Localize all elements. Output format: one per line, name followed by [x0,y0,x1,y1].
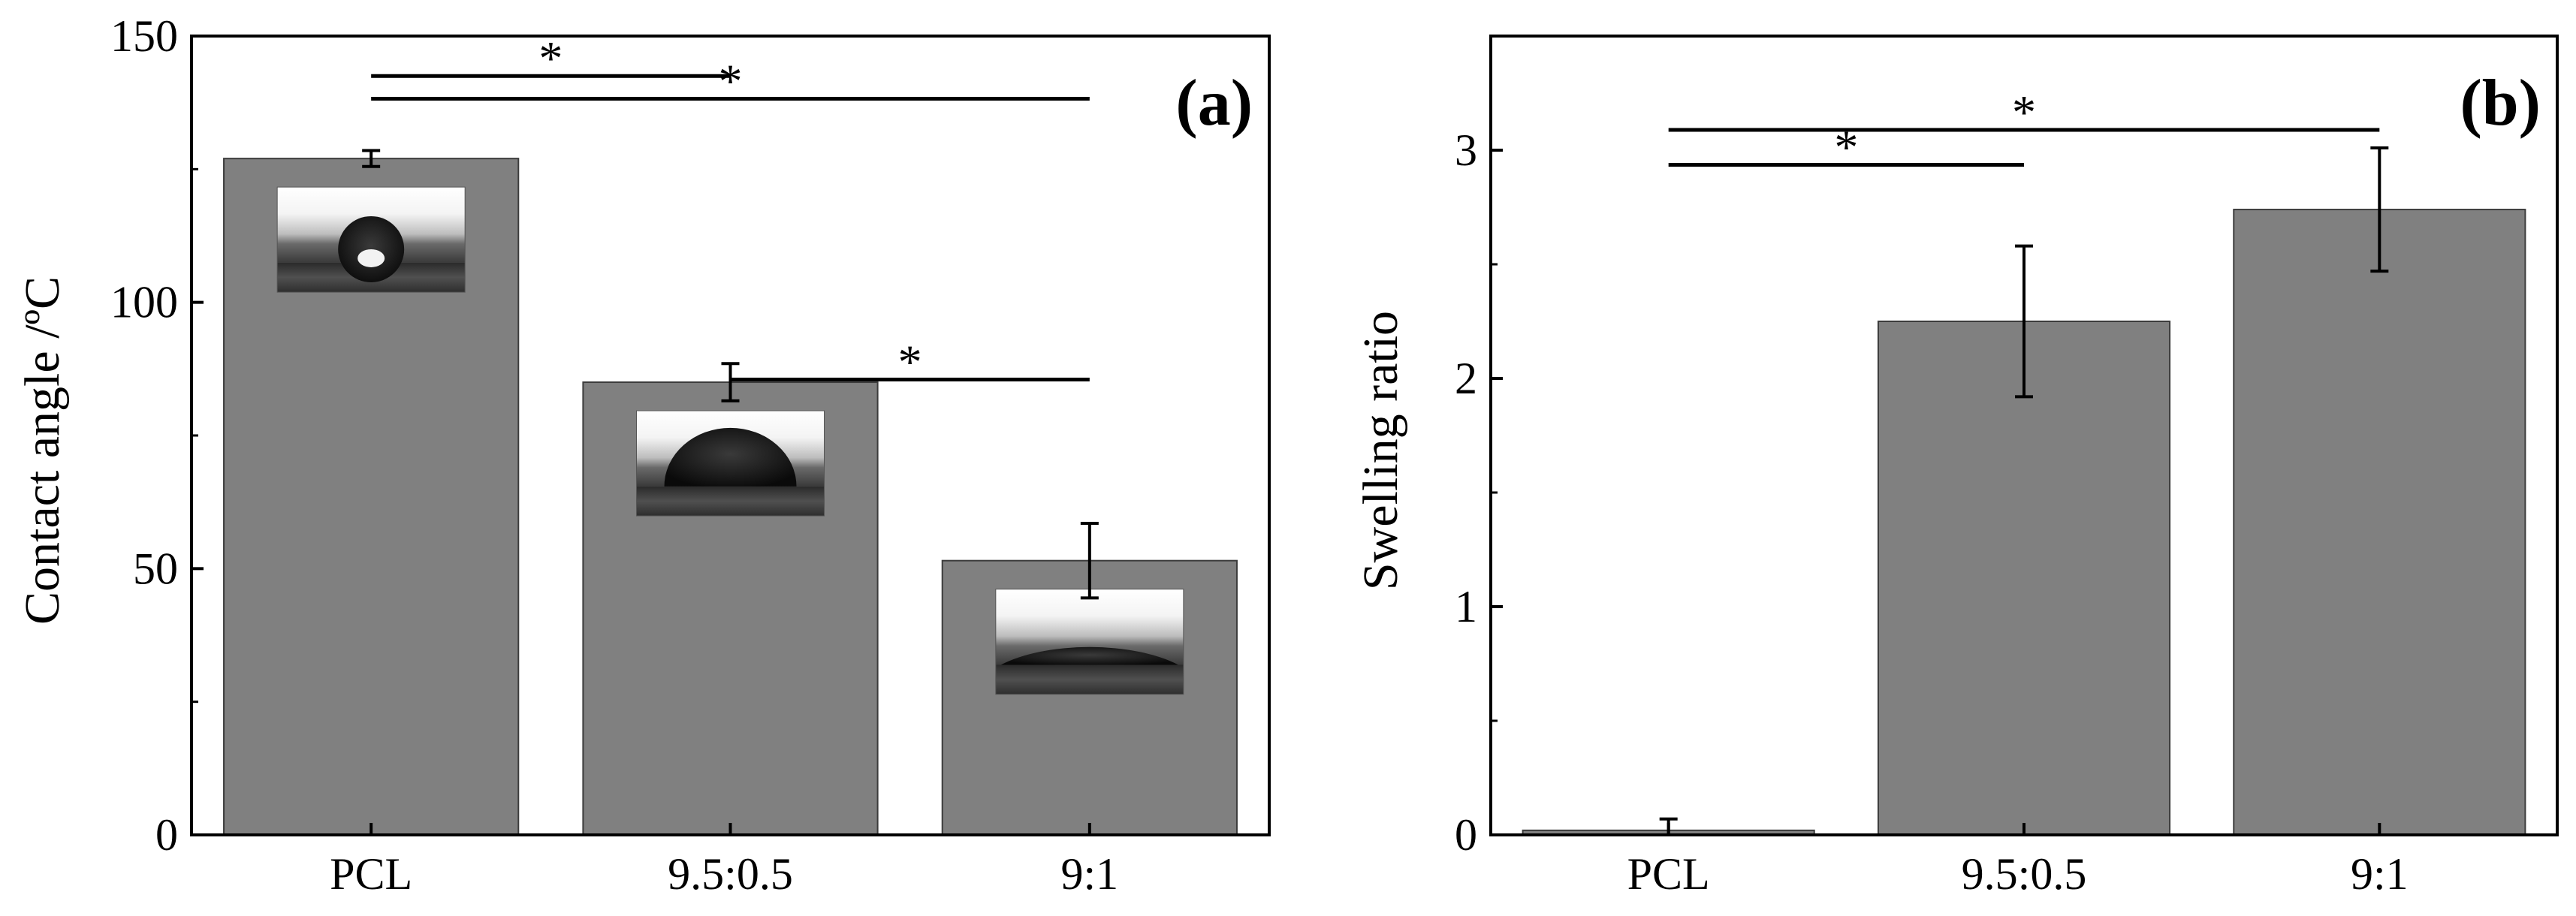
bar-2 [2233,209,2526,836]
plot-frame [1489,35,2559,836]
x-tick-label: 9.5:0.5 [668,849,793,899]
y-tick-label: 0 [155,810,178,860]
swelling-ratio-chart: Swelling ratio 0 1 2 3 ** PCL 9.5:0.5 9:1 (b) [1353,35,2559,899]
error-bar-0 [362,149,381,168]
error-bar-1 [2015,244,2033,399]
error-bars [1659,146,2389,836]
bars [1522,209,2526,836]
contact-angle-droplet-image [276,186,466,293]
significance-star: * [898,336,922,389]
x-axis-ticks: PCL 9.5:0.5 9:1 [1627,823,2409,899]
significance-star: * [2012,86,2036,139]
panel-label: (b) [2460,67,2541,140]
error-bar-1 [721,362,740,402]
x-tick-label: PCL [330,849,412,899]
y-tick-label: 1 [1455,582,1477,631]
significance-star: * [719,55,743,108]
y-tick-label: 100 [110,278,178,327]
y-axis-title: Contact angle /ºC [15,276,70,625]
y-axis-ticks: 0 50 100 150 [110,11,204,860]
y-tick-label: 2 [1455,354,1477,403]
contact-angle-chart: Contact angle /ºC 0 50 100 150 * * * PCL 9.5:0… [15,11,1271,899]
plot-frame [190,35,1271,836]
x-tick-label: 9:1 [2351,849,2409,899]
significance-brackets: * * * [371,32,1090,389]
y-tick-label: 3 [1455,125,1477,175]
y-axis-ticks: 0 1 2 3 [1455,35,1503,860]
x-axis-ticks: PCL 9.5:0.5 9:1 [330,823,1118,899]
significance-brackets: ** [1668,86,2380,173]
x-tick-label: 9:1 [1060,849,1118,899]
panel-label: (a) [1175,67,1253,140]
error-bars [362,149,1099,600]
significance-star: * [538,32,563,85]
error-bar-2 [2370,146,2389,273]
droplet-insets [276,186,1184,695]
y-tick-label: 50 [133,544,178,593]
x-tick-label: 9.5:0.5 [1962,849,2087,899]
bar-1 [1877,321,2171,836]
y-axis-title: Swelling ratio [1353,311,1408,590]
y-tick-label: 0 [1455,810,1477,860]
contact-angle-droplet-image [636,410,825,517]
x-tick-label: PCL [1627,849,1710,899]
contact-angle-droplet-image [995,589,1184,695]
error-bar-2 [1080,522,1099,600]
y-tick-label: 150 [110,11,178,61]
